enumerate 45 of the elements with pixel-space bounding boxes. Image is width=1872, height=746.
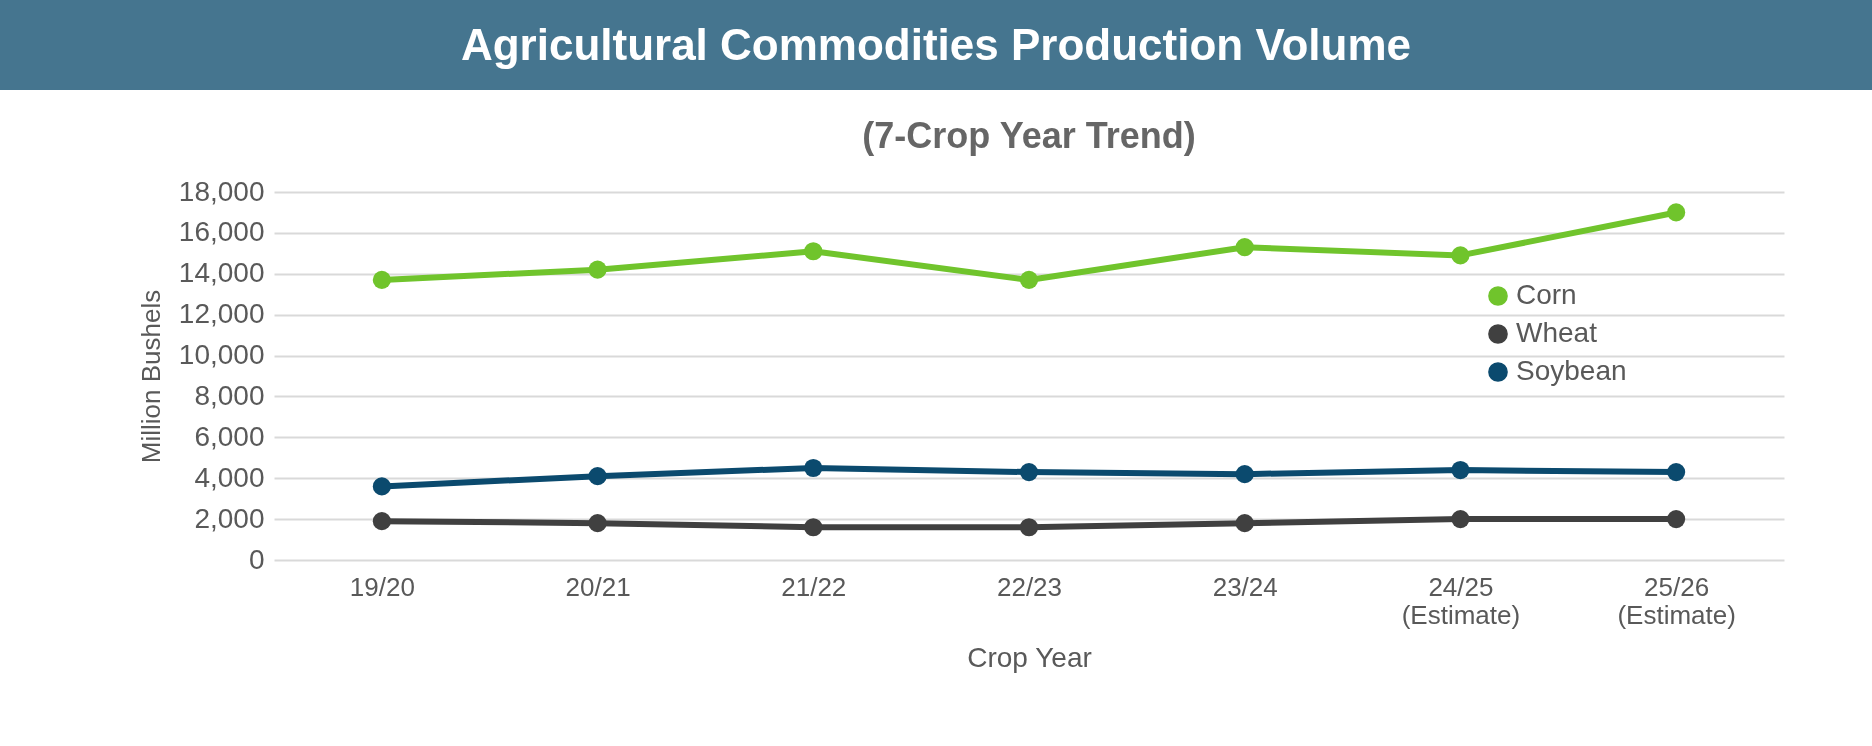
- x-tick-label: 21/22: [781, 571, 847, 602]
- point: [372, 477, 391, 496]
- x-tick-label: 22/23: [996, 571, 1063, 602]
- point: [804, 518, 823, 537]
- point: [588, 260, 607, 279]
- y-axis-title: Million Bushels: [135, 289, 166, 464]
- y-tick-label: 10,000: [178, 339, 265, 371]
- point: [1235, 465, 1254, 484]
- point: [1667, 203, 1686, 222]
- point: [1235, 514, 1254, 533]
- point: [804, 458, 823, 478]
- point: [1019, 518, 1039, 537]
- legend-label: Corn: [1516, 279, 1577, 310]
- y-tick-label: 8,000: [194, 379, 265, 411]
- y-tick-label: 4,000: [194, 461, 265, 493]
- point: [588, 467, 607, 486]
- point: [372, 512, 391, 531]
- y-tick-label: 16,000: [178, 216, 265, 248]
- x-tick-label: 20/21: [565, 571, 631, 602]
- point: [1019, 270, 1039, 289]
- point: [1667, 510, 1686, 529]
- point: [1667, 463, 1686, 482]
- x-tick-label: 19/20: [349, 571, 415, 602]
- chart-title: Agricultural Commodities Production Volume: [0, 0, 1872, 90]
- point: [1235, 238, 1254, 257]
- y-tick-label: 14,000: [178, 257, 265, 289]
- x-axis-title: Crop Year: [967, 641, 1092, 673]
- chart-subtitle: (7-Crop Year Trend): [862, 115, 1196, 156]
- y-tick-label: 2,000: [194, 502, 265, 534]
- legend-label: Soybean: [1516, 355, 1627, 386]
- point: [1451, 510, 1470, 529]
- point: [804, 242, 823, 261]
- point: [1451, 460, 1470, 480]
- point: [588, 514, 607, 533]
- legend-label: Wheat: [1516, 317, 1598, 348]
- point: [1451, 246, 1470, 265]
- point: [372, 270, 391, 289]
- y-tick-label: 0: [248, 543, 265, 575]
- x-tick-label: 24/25 (Estimate): [1401, 571, 1521, 630]
- point: [1019, 463, 1039, 482]
- y-tick-label: 12,000: [178, 298, 265, 330]
- y-tick-label: 18,000: [178, 175, 265, 207]
- x-tick-label: 25/26 (Estimate): [1617, 571, 1736, 630]
- x-tick-label: 23/24: [1212, 571, 1278, 602]
- y-tick-label: 6,000: [194, 420, 265, 452]
